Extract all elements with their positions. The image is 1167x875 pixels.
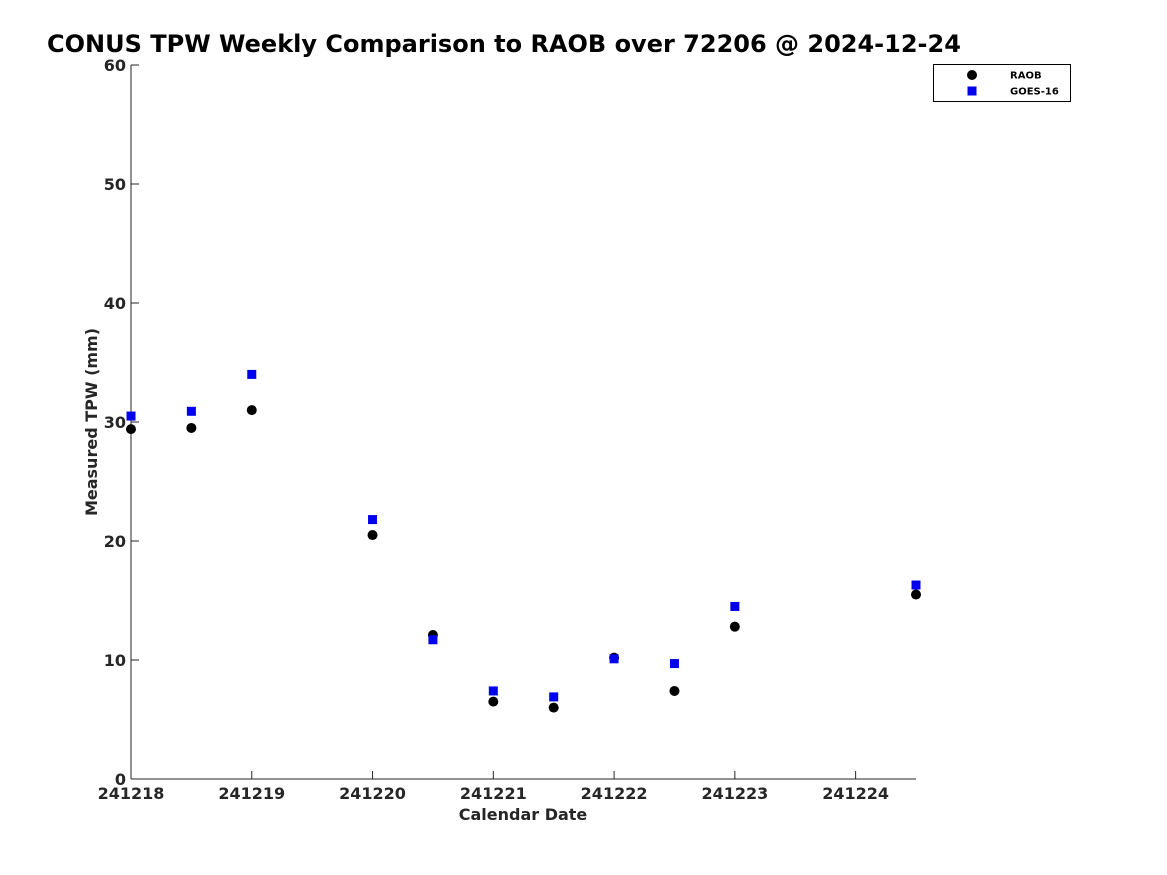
raob-point <box>246 405 257 416</box>
goes-16-point <box>911 580 921 590</box>
x-tick-label: 241222 <box>581 784 648 803</box>
x-tick-label: 241224 <box>822 784 889 803</box>
goes-16-point <box>247 369 257 379</box>
raob-point <box>126 424 136 435</box>
raob-point <box>488 696 499 707</box>
goes-16-point <box>730 601 740 611</box>
y-tick-label: 10 <box>104 651 126 670</box>
raob-point <box>729 621 740 632</box>
goes-16-point <box>669 659 679 669</box>
goes-16-point <box>428 635 438 645</box>
y-tick-label: 50 <box>104 175 126 194</box>
raob-point <box>367 530 378 541</box>
raob-point <box>669 685 680 696</box>
y-axis-label: Measured TPW (mm) <box>82 328 101 516</box>
goes-16-point <box>549 692 559 702</box>
y-tick-label: 0 <box>115 770 126 789</box>
goes-16-point <box>126 411 136 421</box>
x-tick-label: 241220 <box>339 784 406 803</box>
x-tick-label: 241218 <box>98 784 165 803</box>
chart-title: CONUS TPW Weekly Comparison to RAOB over… <box>47 30 961 58</box>
legend-label-goes-16: GOES-16 <box>1010 87 1059 98</box>
y-tick-label: 30 <box>104 413 126 432</box>
goes-16-point <box>488 686 498 696</box>
x-tick-label: 241221 <box>460 784 527 803</box>
legend: RAOB GOES-16 <box>933 64 1071 102</box>
y-tick-label: 20 <box>104 532 126 551</box>
legend-marker-goes-16 <box>967 86 977 96</box>
axes: 0 10 20 30 40 50 60 241218 241219 241220 241221 241… <box>98 56 916 803</box>
x-tick-label: 241223 <box>701 784 768 803</box>
legend-label-raob: RAOB <box>1010 71 1042 82</box>
raob-point <box>186 422 197 433</box>
x-tick-label: 241219 <box>218 784 285 803</box>
data-points <box>126 369 921 713</box>
y-tick-label: 40 <box>104 294 126 313</box>
raob-point <box>548 702 559 713</box>
goes-16-point <box>186 406 196 416</box>
x-axis-label: Calendar Date <box>459 805 588 824</box>
y-tick-label: 60 <box>104 56 126 75</box>
raob-point <box>911 589 921 600</box>
goes-16-point <box>609 654 619 664</box>
legend-marker-raob <box>967 70 977 80</box>
goes-16-point <box>368 515 378 525</box>
legend-box <box>933 64 1071 102</box>
